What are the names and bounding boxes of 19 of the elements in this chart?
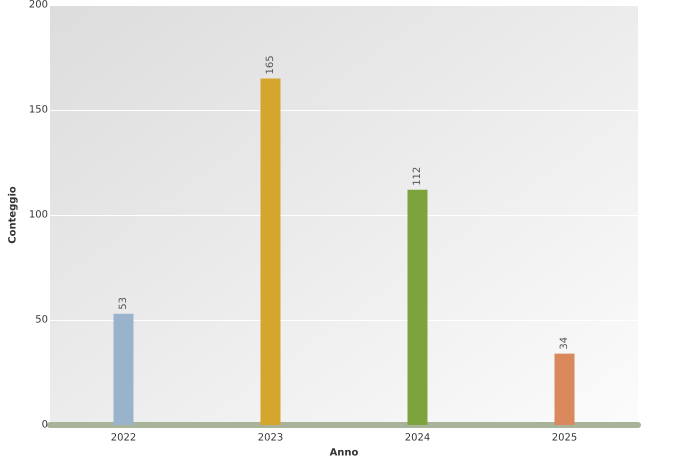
y-axis-title: Conteggio: [8, 186, 18, 244]
y-tick-label: 100: [28, 210, 48, 220]
y-tick-label: 200: [28, 0, 48, 10]
bar: [113, 314, 134, 425]
data-label: 112: [412, 166, 423, 186]
x-tick-label: 2023: [258, 432, 284, 444]
bar: [554, 354, 574, 425]
y-tick-label: 150: [28, 104, 48, 116]
x-tick-label: 2025: [552, 432, 578, 444]
x-axis-title: Anno: [330, 447, 359, 458]
bar: [407, 190, 428, 425]
y-tick-label: 0: [42, 420, 48, 430]
data-label: 34: [559, 336, 570, 350]
x-tick-label: 2024: [404, 432, 430, 444]
data-label: 165: [264, 55, 276, 74]
bar: [260, 78, 280, 425]
y-tick-label: 50: [35, 314, 48, 326]
data-label: 53: [118, 296, 129, 310]
x-tick-label: 2022: [110, 432, 136, 444]
